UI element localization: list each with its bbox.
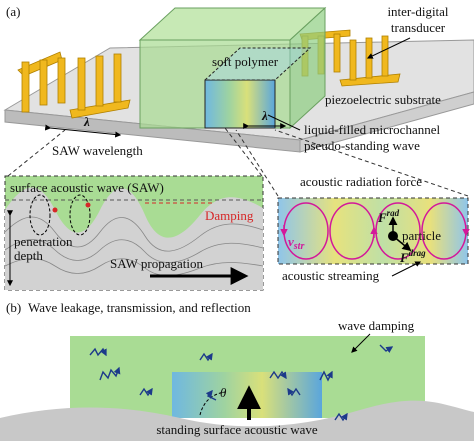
angle-label: θ xyxy=(220,385,227,400)
pointer xyxy=(391,261,422,277)
pointer xyxy=(351,333,371,353)
panel-label: (b) xyxy=(6,300,21,315)
polymer-label: soft polymer xyxy=(212,54,279,69)
idt-left xyxy=(17,51,131,119)
saw-wavelength-label: SAW wavelength xyxy=(52,143,143,158)
fluid-domain xyxy=(0,336,474,441)
zoom-line xyxy=(274,129,469,197)
propagation-label: SAW propagation xyxy=(110,256,203,271)
idt-label: transducer xyxy=(391,20,446,35)
panel-label: (a) xyxy=(6,4,20,19)
pointer xyxy=(267,114,301,131)
velocity-symbol: v xyxy=(288,234,294,249)
substrate-label: piezoelectric substrate xyxy=(325,92,441,107)
velocity-sub: str xyxy=(293,241,305,252)
zoom-line xyxy=(7,129,66,177)
force-label: Frad xyxy=(377,208,400,225)
wave-label: pseudo-standing wave xyxy=(304,138,420,153)
inset-title: surface acoustic wave (SAW) xyxy=(10,180,164,195)
particle-label: particle xyxy=(402,228,441,243)
polymer-block xyxy=(138,6,327,130)
channel-label: liquid-filled microchannel xyxy=(304,122,440,137)
wave-damping-label: wave damping xyxy=(338,318,415,333)
wavelength-symbol: λ xyxy=(83,114,90,129)
inset-saw xyxy=(4,175,264,291)
force-symbol: F xyxy=(377,210,387,225)
substrate-label: standing surface acoustic wave xyxy=(156,422,318,437)
zoom-line xyxy=(224,127,263,177)
wavelength-symbol: λ xyxy=(261,108,268,123)
force-sup: rad xyxy=(387,208,400,218)
inset-title: acoustic radiation force xyxy=(300,174,422,189)
penetration-label: penetration xyxy=(14,234,73,249)
velocity-label: vstr xyxy=(288,234,304,252)
force-label: Fdrag xyxy=(399,248,426,265)
zoom-line xyxy=(235,129,279,197)
panel-title: Wave leakage, transmission, and reflecti… xyxy=(28,300,251,315)
streaming-label: acoustic streaming xyxy=(282,268,380,283)
idt-label: inter-digital xyxy=(387,4,448,19)
penetration-label: depth xyxy=(14,248,43,263)
damping-label: Damping xyxy=(205,208,254,223)
inset-streaming xyxy=(277,197,470,265)
pointer xyxy=(366,37,411,59)
force-symbol: F xyxy=(399,250,409,265)
wavelength-arrow xyxy=(44,124,122,138)
force-sup: drag xyxy=(409,248,427,258)
